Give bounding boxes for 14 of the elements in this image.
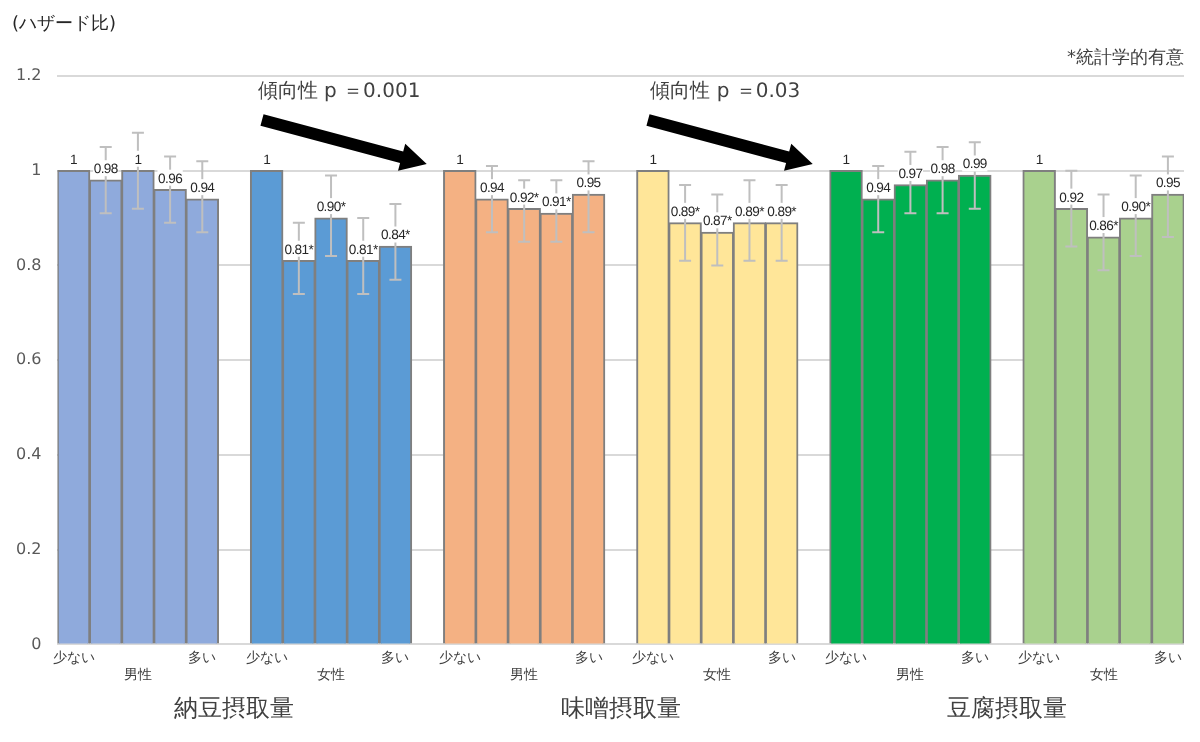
annotation: 傾向性 p ＝0.03 <box>650 79 801 104</box>
y-tick-label: 1.2 <box>15 66 42 85</box>
text: 納豆摂取量 <box>174 694 295 723</box>
text: 豆腐摂取量 <box>946 694 1067 723</box>
y-tick-label: 0 <box>31 634 42 653</box>
y-tick-label: 0.2 <box>15 539 42 558</box>
y-tick-label: 1 <box>31 160 42 179</box>
annotation: 傾向性 p ＝0.001 <box>257 79 421 104</box>
y-axis-title: (ハザード比) <box>12 12 117 35</box>
text: *統計学的有意 <box>1067 46 1184 69</box>
y-tick-label: 0.6 <box>15 350 42 369</box>
y-tick-label: 0.4 <box>15 445 42 464</box>
y-tick-label: 0.8 <box>15 255 42 274</box>
text: 味噌摂取量 <box>560 694 681 723</box>
